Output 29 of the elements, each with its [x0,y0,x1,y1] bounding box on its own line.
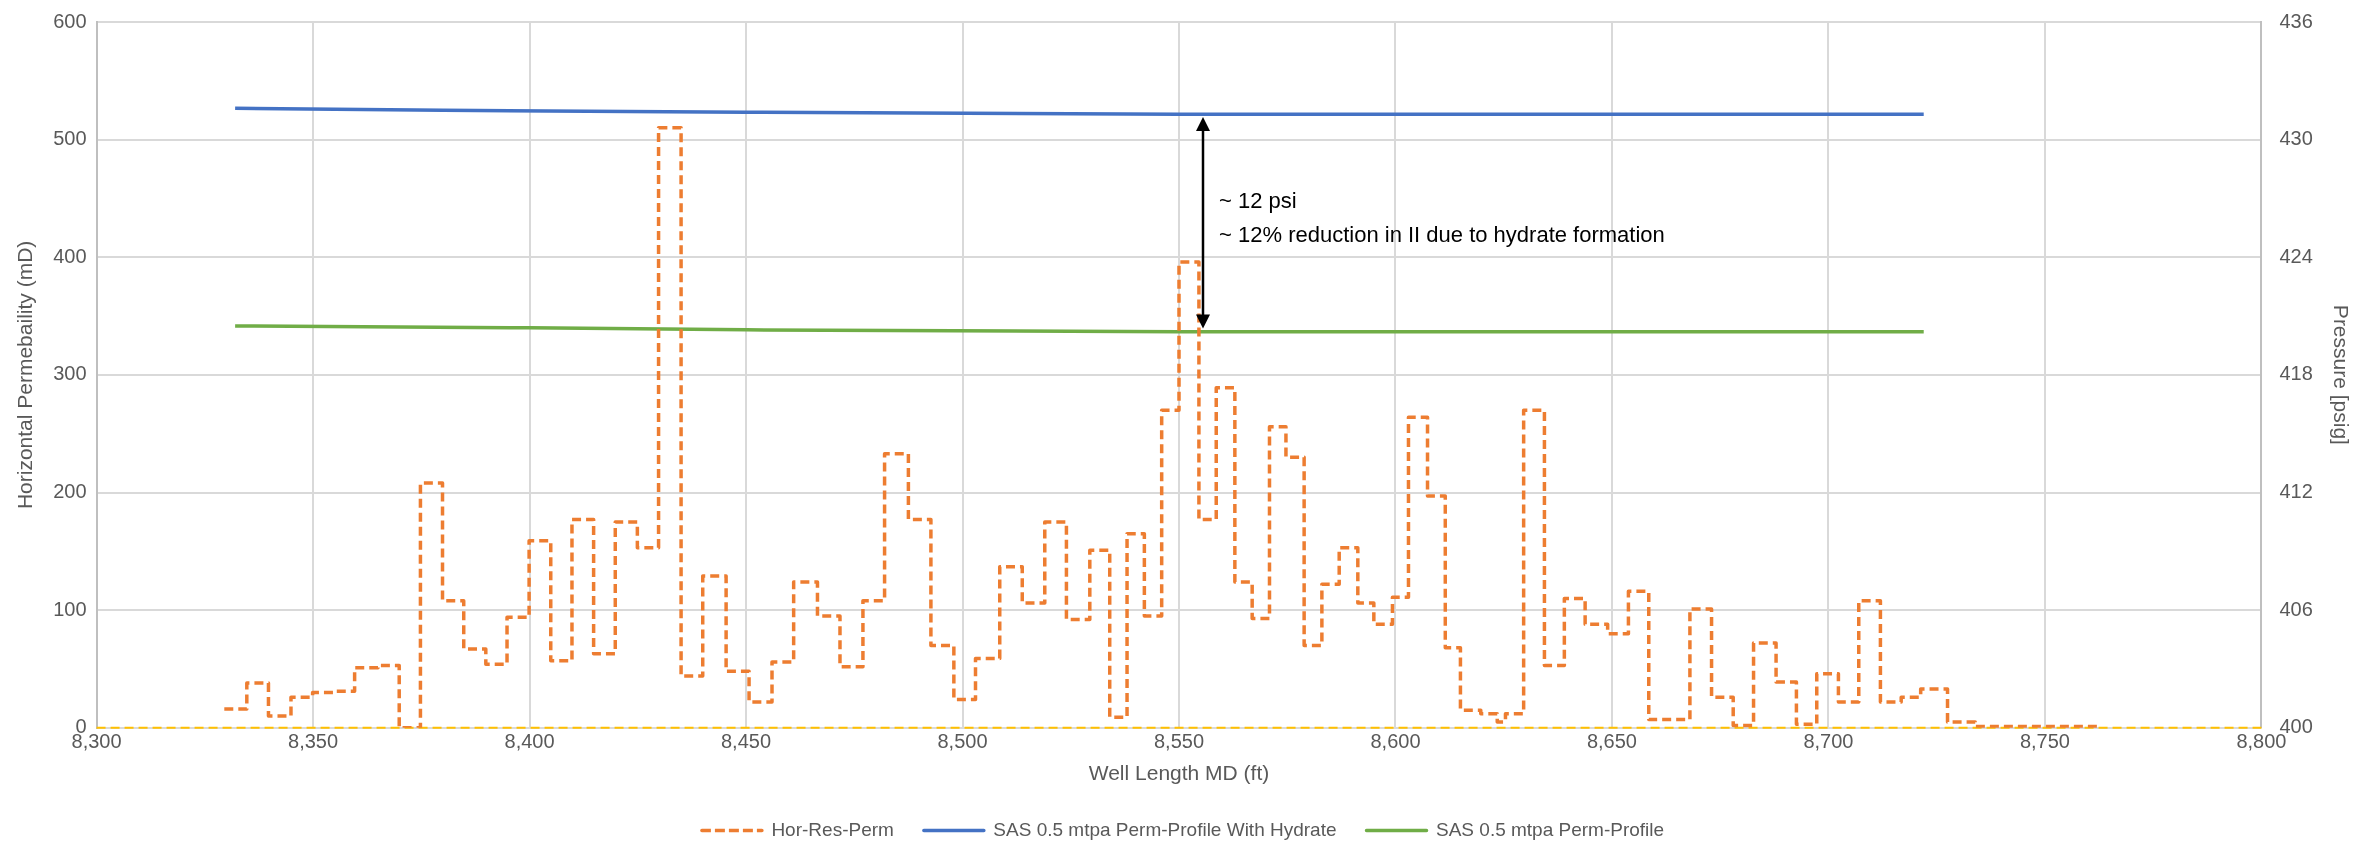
x-tick-label: 8,700 [1803,730,1854,753]
x-tick-label: 8,600 [1370,730,1421,753]
y-tick-label: 600 [53,9,87,32]
y2-tick-label: 436 [2279,9,2313,32]
legend-label: SAS 0.5 mtpa Perm-Profile [1436,818,1665,840]
y-tick-label: 100 [53,597,87,620]
annotation: ~ 12% reduction in II due to hydrate formation [1219,222,1665,248]
y-tick-label: 400 [53,244,87,267]
y2-tick-label: 424 [2279,244,2313,267]
legend-label: SAS 0.5 mtpa Perm-Profile With Hydrate [993,818,1337,840]
y2-axis-title: Pressure [psig] [2329,304,2353,445]
annotation: ~ 12 psi [1219,188,1297,214]
y2-tick-label: 412 [2279,480,2313,503]
y2-tick-label: 430 [2279,127,2313,150]
y2-tick-label: 418 [2279,362,2313,385]
y-tick-label: 300 [53,362,87,385]
x-axis-title: Well Length MD (ft) [1088,761,1270,785]
y-tick-label: 500 [53,127,87,150]
x-tick-label: 8,350 [288,730,339,753]
x-tick-label: 8,500 [937,730,988,753]
legend-label: Hor-Res-Perm [771,818,894,840]
y-axis-title: Horizontal Permebaility (mD) [13,240,37,510]
x-tick-label: 8,550 [1153,730,1205,753]
x-tick-label: 8,400 [504,730,555,753]
x-tick-label: 8,450 [721,730,772,753]
x-tick-label: 8,650 [1586,730,1637,753]
y-tick-label: 200 [53,480,87,503]
x-tick-label: 8,750 [2019,730,2070,753]
y2-tick-label: 406 [2279,597,2313,620]
